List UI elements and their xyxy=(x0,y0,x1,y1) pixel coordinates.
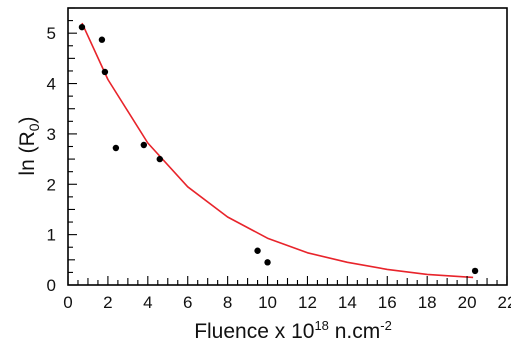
x-axis-title-sup2: -2 xyxy=(380,318,392,333)
x-axis-title-sup1: 18 xyxy=(314,318,328,333)
y-axis-title-main: ln (R xyxy=(16,131,39,175)
data-point xyxy=(78,23,86,31)
x-tick-label: 20 xyxy=(458,293,477,312)
x-tick-label: 12 xyxy=(298,293,317,312)
x-tick-label: 22 xyxy=(498,293,511,312)
data-point xyxy=(101,68,109,76)
x-axis-title-main: Fluence x 10 xyxy=(194,320,314,343)
x-tick-label: 16 xyxy=(378,293,397,312)
x-tick-label: 2 xyxy=(103,293,112,312)
y-tick-label: 1 xyxy=(47,226,56,245)
y-tick-label: 4 xyxy=(47,75,56,94)
x-axis-title: Fluence x 1018 n.cm-2 xyxy=(194,318,392,343)
data-points-layer xyxy=(78,23,479,275)
data-point xyxy=(156,155,163,163)
y-axis-title-sub: 0 xyxy=(26,123,42,131)
data-point xyxy=(98,36,106,43)
data-point xyxy=(471,267,479,275)
x-axis-title-unit: n.cm xyxy=(329,320,380,343)
plot-frame xyxy=(67,7,508,286)
fit-curve-layer xyxy=(81,22,474,279)
x-tick-label: 0 xyxy=(63,293,72,312)
x-tick-label: 4 xyxy=(143,293,152,312)
fit-curve xyxy=(81,22,474,279)
x-tick-label: 8 xyxy=(223,293,232,312)
data-point xyxy=(112,144,120,152)
x-tick-label: 10 xyxy=(258,293,277,312)
y-ticks-layer: 0 1 2 3 4 5 xyxy=(47,7,77,295)
data-point xyxy=(140,141,148,149)
x-tick-label: 14 xyxy=(338,293,357,312)
y-tick-label: 2 xyxy=(47,175,56,194)
y-axis-title-end: ) xyxy=(16,116,39,123)
data-point xyxy=(254,247,261,254)
y-tick-label: 0 xyxy=(47,276,56,295)
x-ticks-layer: 0 2 4 6 8 10 12 14 16 18 20 22 xyxy=(63,276,511,312)
x-tick-label: 6 xyxy=(183,293,192,312)
y-tick-label: 5 xyxy=(47,24,56,43)
data-point xyxy=(264,259,271,266)
y-tick-label: 3 xyxy=(47,125,56,144)
y-axis-title: ln (R0) xyxy=(16,116,42,175)
x-tick-label: 18 xyxy=(418,293,437,312)
